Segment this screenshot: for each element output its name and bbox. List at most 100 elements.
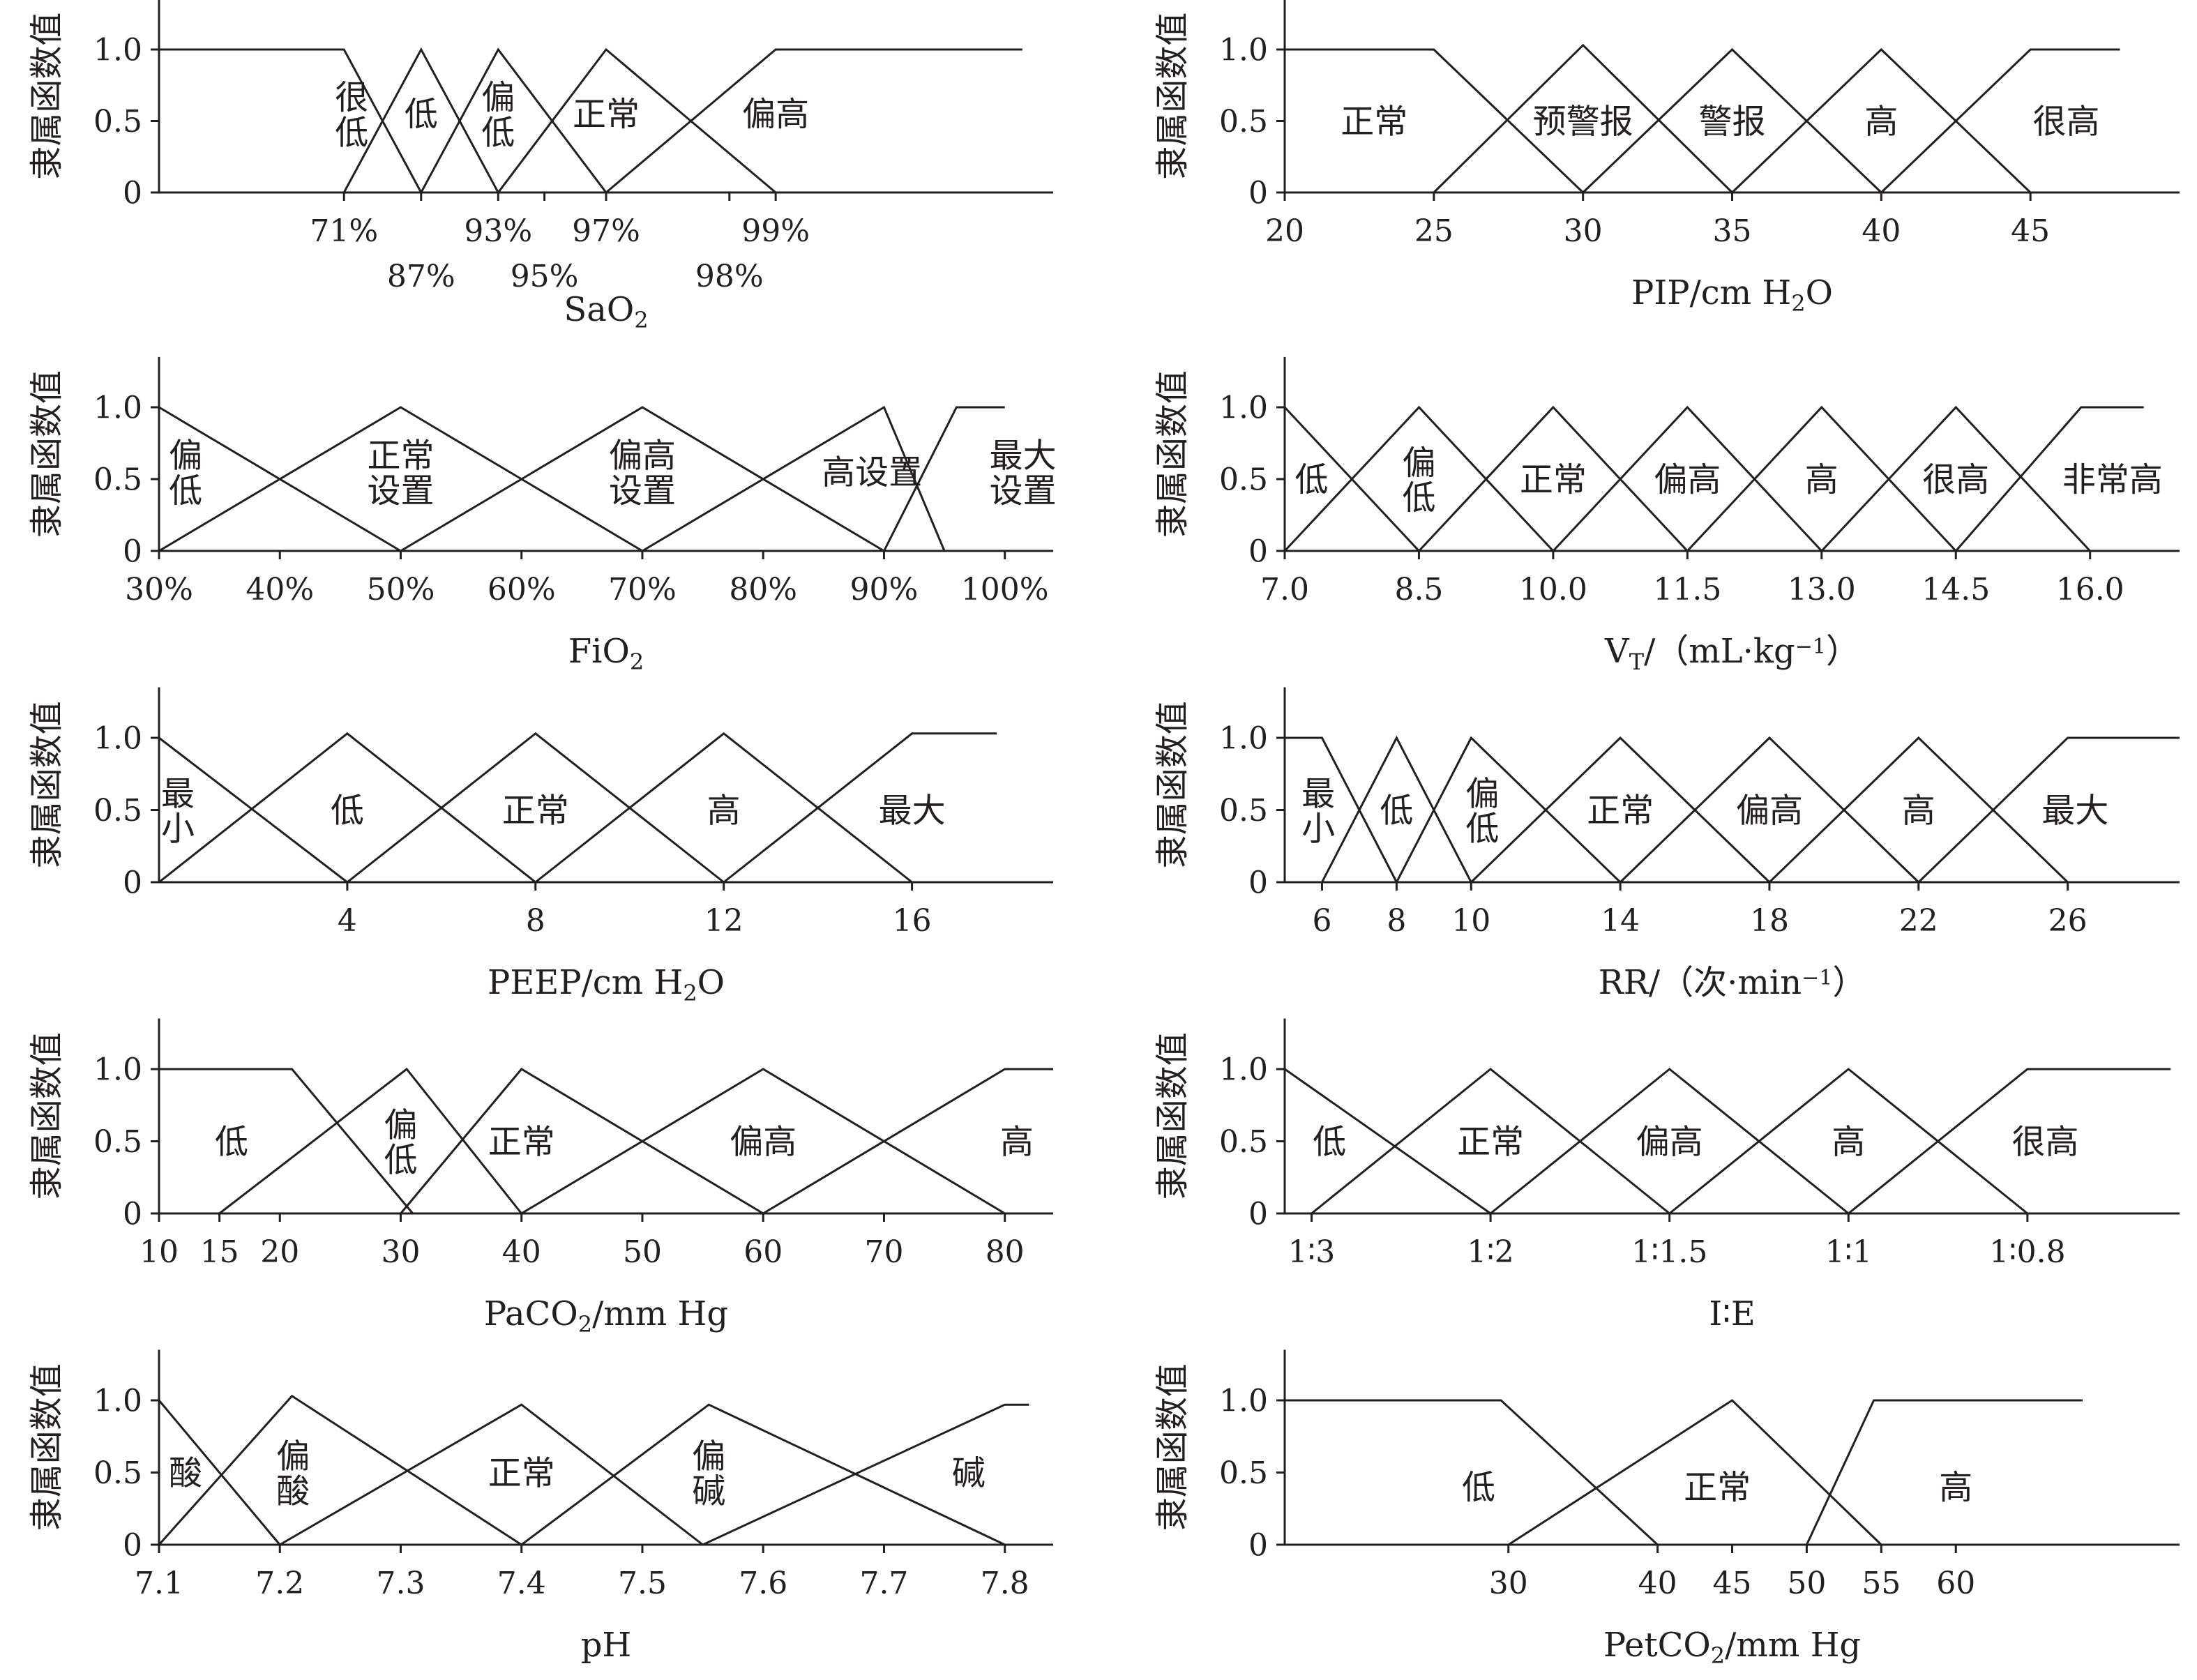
set-label: 正常: [488, 1453, 555, 1492]
x-tick-label: 1∶3: [1288, 1234, 1335, 1270]
y-tick-label: 0.5: [93, 1455, 142, 1491]
membership-curve: [1806, 1399, 2083, 1545]
x-tick-label: 30: [1489, 1566, 1528, 1601]
x-tick-label: 1∶1: [1825, 1234, 1872, 1270]
x-tick-label: 8: [1387, 903, 1406, 939]
y-axis-title: 隶属函数值: [27, 701, 66, 868]
set-label: 高: [1805, 460, 1839, 499]
set-label: 很高: [2012, 1122, 2079, 1161]
x-tick-label: 30: [381, 1234, 420, 1270]
set-label: 最大设置: [990, 437, 1057, 510]
y-tick-label: 0.5: [1219, 1124, 1268, 1160]
membership-curve: [342, 47, 499, 193]
x-tick-label: 30: [1564, 213, 1603, 249]
set-label: 很低: [335, 78, 368, 152]
membership-curve: [1917, 736, 2180, 884]
set-label: 正常: [1520, 460, 1587, 499]
membership-curve: [1311, 1068, 1670, 1215]
x-tick-label: 10: [1451, 903, 1490, 939]
x-tick-label: 40: [1862, 213, 1901, 249]
set-label: 偏高: [1736, 791, 1803, 830]
membership-curve: [1668, 1068, 2028, 1215]
set-label: 偏低: [169, 437, 202, 510]
set-label: 偏高: [1654, 460, 1721, 499]
x-tick-label: 4: [338, 903, 357, 939]
membership-curve: [1284, 1068, 1491, 1215]
y-tick-label: 0: [1248, 533, 1268, 569]
y-tick-label: 0: [1248, 865, 1268, 900]
x-tick-label: 7.8: [981, 1566, 1029, 1601]
membership-curve: [1955, 406, 2144, 552]
membership-chart-6: 0 0.5 1.0 隶属函数值 6 8 10 14 18 22 26 最小 低 偏低 正常 偏高 高 最大 RR/（…: [1153, 687, 2180, 1002]
x-tick-label: 95%: [511, 259, 579, 294]
membership-curve: [1731, 47, 2032, 194]
y-tick-label: 1.0: [1219, 1052, 1268, 1087]
set-label: 低: [1313, 1122, 1346, 1161]
set-label: 偏酸: [276, 1437, 310, 1511]
membership-curve: [520, 1403, 1006, 1546]
membership-curve: [1490, 1068, 1850, 1215]
set-label: 警报: [1698, 102, 1765, 141]
membership-curve: [534, 732, 913, 884]
x-tick-label: 90%: [850, 572, 919, 607]
y-tick-label: 1.0: [93, 32, 142, 68]
membership-curve: [279, 1403, 704, 1546]
x-axis-title: VT/（mL·kg−1）: [1604, 632, 1859, 675]
x-tick-label: 93%: [464, 213, 532, 249]
y-tick-label: 1.0: [1219, 1383, 1268, 1418]
set-label: 高: [1832, 1122, 1865, 1161]
y-tick-label: 0: [1248, 1527, 1268, 1563]
x-tick-label: 40%: [246, 572, 314, 607]
membership-curve: [1820, 405, 2091, 552]
y-axis-title: 隶属函数值: [1153, 701, 1192, 868]
x-tick-label: 87%: [387, 259, 455, 294]
y-tick-label: 0: [123, 175, 142, 211]
membership-chart-8: 0 0.5 1.0 隶属函数值 1∶3 1∶2 1∶1.5 1∶1 1∶0.8 低 正常 偏高 高 很高 I…: [1153, 1018, 2180, 1333]
x-tick-label: 20: [260, 1234, 299, 1270]
x-tick-label: 8.5: [1394, 572, 1443, 607]
x-axis-title: PIP/cm H2O: [1631, 273, 1833, 317]
set-label: 偏高设置: [609, 437, 676, 510]
x-tick-label: 40: [502, 1234, 541, 1270]
x-tick-label: 50: [1787, 1566, 1826, 1601]
y-tick-label: 0.5: [1219, 104, 1268, 139]
x-tick-label: 14: [1601, 903, 1640, 939]
x-tick-label: 71%: [310, 213, 378, 249]
membership-curve: [1285, 48, 1584, 194]
set-label: 偏低: [1465, 774, 1499, 848]
x-tick-label: 10: [139, 1234, 179, 1270]
x-tick-label: 7.1: [135, 1566, 183, 1601]
set-label: 最大: [879, 791, 946, 830]
y-tick-label: 0: [1248, 175, 1268, 211]
set-label: 低: [1380, 791, 1413, 830]
y-tick-label: 0.5: [93, 104, 142, 139]
membership-curve: [158, 406, 643, 552]
membership-curve: [1880, 48, 2120, 194]
x-axis-title: RR/（次·min−1）: [1599, 963, 1866, 1002]
membership-chart-3: 0 0.5 1.0 隶属函数值 30% 40% 50% 60% 70% 80% 90% 100% 偏低 正…: [27, 356, 1057, 675]
membership-curve: [1433, 43, 1733, 194]
membership-curve: [1285, 1399, 1659, 1546]
x-tick-label: 7.3: [376, 1566, 425, 1601]
set-label: 高设置: [822, 453, 922, 492]
y-tick-label: 1.0: [93, 390, 142, 425]
set-label: 正常: [1684, 1468, 1751, 1507]
x-tick-label: 26: [2048, 903, 2087, 939]
set-label: 高: [1939, 1468, 1972, 1507]
x-tick-label: 6: [1312, 903, 1331, 939]
set-label: 高: [707, 791, 741, 830]
set-label: 正常: [502, 791, 569, 830]
set-label: 偏高: [742, 95, 809, 134]
y-axis-title: 隶属函数值: [27, 1363, 66, 1531]
set-label: 正常: [1457, 1122, 1524, 1161]
membership-curve: [158, 1394, 522, 1546]
membership-curve: [1321, 735, 1472, 883]
membership-chart-7: 0 0.5 1.0 隶属函数值 10 15 20 30 40 50 60 70 80 低 偏低 正常 偏高 高 Pa…: [27, 1018, 1053, 1338]
x-tick-label: 70%: [608, 572, 677, 607]
x-tick-label: 30%: [125, 572, 193, 607]
set-label: 低: [405, 95, 438, 134]
set-label: 偏碱: [692, 1437, 725, 1511]
x-tick-label: 16.0: [2056, 572, 2124, 607]
x-tick-label: 1∶1.5: [1631, 1234, 1707, 1270]
